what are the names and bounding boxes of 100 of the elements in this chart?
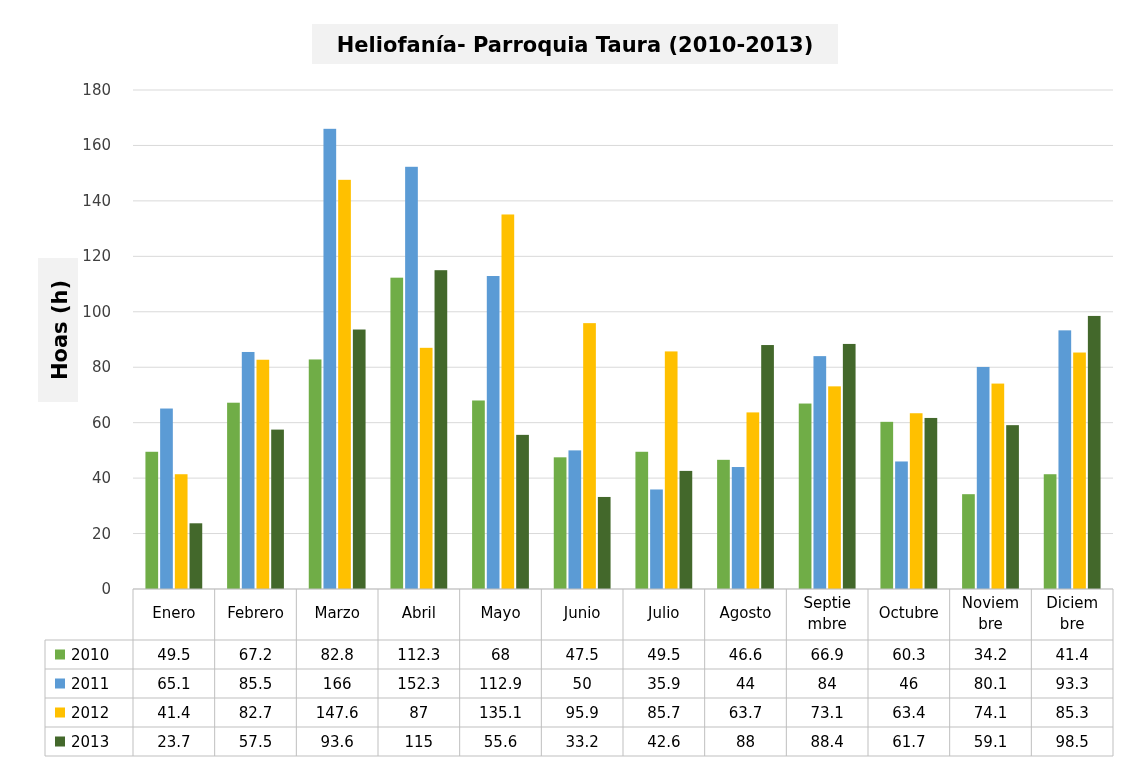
x-tick-label: Abril bbox=[401, 604, 436, 622]
data-label: 49.5 bbox=[157, 645, 191, 664]
bar bbox=[308, 359, 322, 589]
bar bbox=[174, 474, 188, 589]
legend-label: 2013 bbox=[71, 732, 110, 751]
data-label: 33.2 bbox=[565, 732, 599, 751]
bar bbox=[909, 413, 923, 589]
bar bbox=[597, 496, 611, 589]
bar bbox=[256, 359, 270, 589]
data-label: 85.3 bbox=[1055, 703, 1089, 722]
bar bbox=[761, 345, 774, 589]
data-label: 88.4 bbox=[810, 732, 844, 751]
y-tick-label: 160 bbox=[82, 136, 111, 155]
data-label: 87 bbox=[409, 703, 429, 722]
data-label: 115 bbox=[404, 732, 434, 751]
x-tick-label: Julio bbox=[647, 604, 680, 622]
bar bbox=[1073, 352, 1086, 589]
data-label: 68 bbox=[490, 645, 511, 664]
data-label: 93.3 bbox=[1055, 674, 1089, 693]
data-label: 42.6 bbox=[647, 732, 681, 751]
bar bbox=[731, 467, 745, 589]
data-label: 55.6 bbox=[483, 732, 518, 751]
data-label: 82.8 bbox=[320, 645, 354, 664]
y-axis-title: Hoas (h) bbox=[48, 279, 72, 381]
data-label: 35.9 bbox=[647, 674, 681, 693]
bar bbox=[189, 523, 203, 589]
bar bbox=[962, 494, 975, 589]
data-label: 66.9 bbox=[810, 645, 844, 664]
y-tick-label: 100 bbox=[82, 302, 111, 321]
data-label: 50 bbox=[572, 674, 592, 693]
bar bbox=[271, 429, 284, 589]
bar bbox=[1043, 474, 1057, 589]
bar bbox=[553, 457, 567, 589]
data-label: 85.7 bbox=[647, 703, 681, 722]
data-label: 166 bbox=[322, 674, 352, 693]
bar bbox=[635, 451, 649, 589]
bar bbox=[798, 403, 812, 589]
data-label: 63.7 bbox=[728, 703, 763, 722]
bar bbox=[227, 402, 240, 589]
data-label: 65.1 bbox=[157, 674, 191, 693]
bar bbox=[717, 459, 730, 589]
bar bbox=[991, 383, 1005, 589]
bar bbox=[568, 450, 582, 589]
bar bbox=[419, 347, 433, 589]
chart-title: Heliofanía- Parroquia Taura (2010-2013) bbox=[336, 33, 814, 57]
bar bbox=[828, 386, 841, 589]
data-label: 82.7 bbox=[238, 703, 273, 722]
bar bbox=[583, 323, 596, 589]
x-tick-label: Noviembre bbox=[961, 594, 1020, 633]
data-label: 57.5 bbox=[238, 732, 273, 751]
bar bbox=[650, 489, 663, 589]
data-label: 60.3 bbox=[892, 645, 926, 664]
data-label: 95.9 bbox=[565, 703, 599, 722]
x-tick-label: Marzo bbox=[314, 604, 360, 622]
x-tick-label: Septiembre bbox=[803, 594, 851, 633]
data-label: 63.4 bbox=[892, 703, 926, 722]
bar bbox=[472, 400, 485, 589]
data-label: 23.7 bbox=[157, 732, 191, 751]
data-label: 112.3 bbox=[397, 645, 441, 664]
data-label: 34.2 bbox=[973, 645, 1008, 664]
legend-label: 2012 bbox=[71, 703, 110, 722]
bar bbox=[338, 179, 351, 589]
data-label: 74.1 bbox=[973, 703, 1008, 722]
data-label: 112.9 bbox=[479, 674, 522, 693]
bar bbox=[895, 461, 908, 589]
x-tick-label: Diciembre bbox=[1046, 594, 1099, 633]
data-label: 147.6 bbox=[315, 703, 359, 722]
x-tick-label: Octubre bbox=[878, 604, 939, 622]
bar bbox=[323, 128, 337, 589]
bar bbox=[679, 470, 693, 589]
y-tick-label: 140 bbox=[82, 191, 111, 210]
data-label: 93.6 bbox=[320, 732, 354, 751]
bar bbox=[1087, 315, 1101, 589]
bar bbox=[842, 343, 856, 589]
bar bbox=[390, 277, 404, 589]
bar bbox=[486, 276, 500, 589]
data-label: 61.7 bbox=[892, 732, 926, 751]
legend-label: 2010 bbox=[71, 645, 110, 664]
bar bbox=[746, 412, 760, 589]
y-tick-label: 40 bbox=[91, 469, 111, 488]
x-tick-label: Junio bbox=[562, 604, 601, 622]
data-label: 46 bbox=[899, 674, 919, 693]
bar bbox=[352, 329, 366, 589]
data-label: 152.3 bbox=[397, 674, 441, 693]
bar bbox=[1058, 330, 1072, 589]
data-label: 59.1 bbox=[973, 732, 1008, 751]
data-label: 46.6 bbox=[728, 645, 763, 664]
bar bbox=[976, 366, 990, 589]
data-label: 98.5 bbox=[1055, 732, 1089, 751]
x-tick-label: Febrero bbox=[227, 604, 284, 622]
data-label: 67.2 bbox=[238, 645, 273, 664]
y-tick-label: 180 bbox=[82, 81, 111, 99]
legend-label: 2011 bbox=[71, 674, 110, 693]
data-label: 41.4 bbox=[1055, 645, 1089, 664]
bar bbox=[880, 421, 894, 589]
data-label: 73.1 bbox=[810, 703, 844, 722]
bar bbox=[664, 351, 678, 589]
bar bbox=[241, 351, 255, 589]
data-label: 47.5 bbox=[565, 645, 599, 664]
bar bbox=[924, 417, 938, 589]
